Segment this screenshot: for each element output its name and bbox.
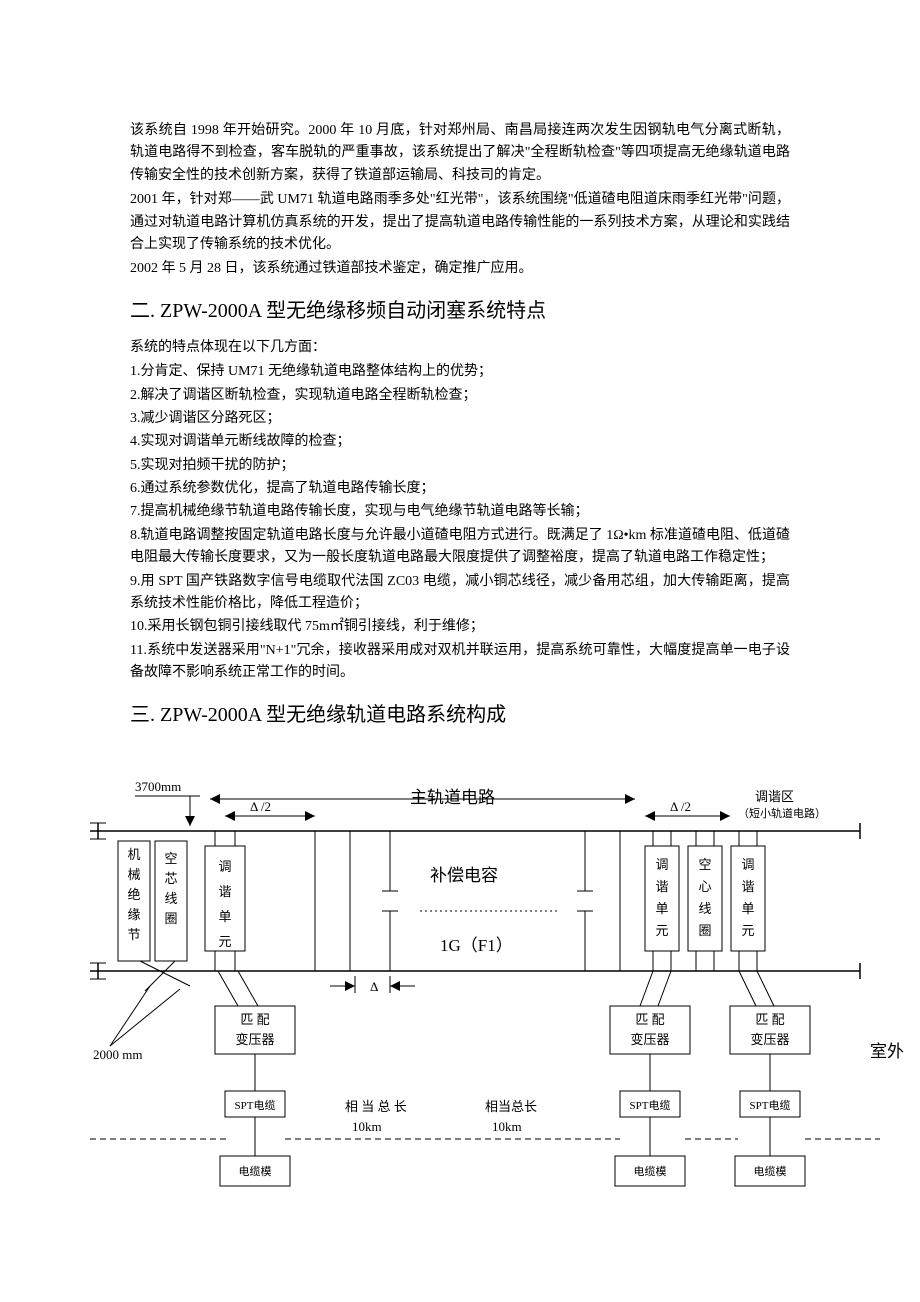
svg-text:谐: 谐 — [741, 879, 754, 894]
svg-text:匹 配: 匹 配 — [635, 1012, 664, 1027]
label-equiv-len-l: 相 当 总 长 — [345, 1099, 407, 1114]
label-3700: 3700mm — [135, 779, 181, 794]
svg-text:10km: 10km — [492, 1119, 522, 1134]
svg-text:缘: 缘 — [127, 907, 140, 922]
svg-text:芯: 芯 — [164, 871, 177, 886]
svg-text:械: 械 — [127, 867, 140, 882]
label-delta-half-r: Δ /2 — [670, 799, 691, 814]
feature-2: 2.解决了调谐区断轨检查，实现轨道电路全程断轨检查； — [130, 385, 790, 407]
feature-1: 1.分肯定、保持 UM71 无绝缘轨道电路整体结构上的优势； — [130, 361, 790, 383]
paragraph-1: 该系统自 1998 年开始研究。2000 年 10 月底，针对郑州局、南昌局接连… — [130, 120, 790, 187]
feature-11: 11.系统中发送器采用"N+1"冗余，接收器采用成对双机并联运用，提高系统可靠性… — [130, 640, 790, 685]
svg-text:空: 空 — [164, 851, 177, 866]
heading-section-3: 三. ZPW-2000A 型无绝缘轨道电路系统构成 — [130, 699, 790, 731]
label-delta-half-l: Δ /2 — [250, 799, 271, 814]
label-short-track: （短小轨道电路） — [738, 806, 826, 820]
feature-5: 5.实现对拍频干扰的防护； — [130, 455, 790, 477]
features-intro: 系统的特点体现在以下几方面： — [130, 337, 790, 359]
paragraph-2: 2001 年，针对郑——武 UM71 轨道电路雨季多处"红光带"，该系统围绕"低… — [130, 189, 790, 256]
svg-text:谐: 谐 — [655, 879, 668, 894]
feature-6: 6.通过系统参数优化，提高了轨道电路传输长度； — [130, 478, 790, 500]
svg-text:绝: 绝 — [127, 887, 140, 902]
svg-text:SPT电缆: SPT电缆 — [235, 1099, 276, 1112]
svg-text:电缆模: 电缆模 — [634, 1165, 667, 1178]
svg-text:圈: 圈 — [698, 923, 711, 938]
heading-section-2: 二. ZPW-2000A 型无绝缘移频自动闭塞系统特点 — [130, 295, 790, 327]
svg-text:单: 单 — [655, 901, 668, 916]
label-comp-cap: 补偿电容 — [430, 866, 498, 885]
svg-text:圈: 圈 — [164, 911, 177, 926]
svg-text:元: 元 — [218, 934, 231, 949]
svg-text:线: 线 — [164, 891, 177, 906]
label-outdoor: 室外 — [870, 1042, 904, 1061]
feature-3: 3.减少调谐区分路死区； — [130, 408, 790, 430]
label-2000: 2000 mm — [93, 1047, 142, 1062]
svg-text:变压器: 变压器 — [630, 1032, 669, 1047]
paragraph-3: 2002 年 5 月 28 日，该系统通过铁道部技术鉴定，确定推广应用。 — [130, 258, 790, 280]
feature-9: 9.用 SPT 国产铁路数字信号电缆取代法国 ZC03 电缆，减小铜芯线径，减少… — [130, 571, 790, 616]
svg-text:匹 配: 匹 配 — [755, 1012, 784, 1027]
svg-text:变压器: 变压器 — [235, 1032, 274, 1047]
svg-text:线: 线 — [698, 901, 711, 916]
label-tuning-zone: 调谐区 — [755, 789, 794, 804]
svg-text:机: 机 — [127, 847, 140, 862]
feature-8: 8.轨道电路调整按固定轨道电路长度与允许最小道碴电阻方式进行。既满足了 1Ω•k… — [130, 525, 790, 570]
svg-text:单: 单 — [741, 901, 754, 916]
svg-text:心: 心 — [698, 879, 711, 894]
svg-text:10km: 10km — [352, 1119, 382, 1134]
svg-text:调: 调 — [218, 859, 231, 874]
svg-text:单: 单 — [218, 909, 231, 924]
svg-text:元: 元 — [741, 923, 754, 938]
svg-text:变压器: 变压器 — [750, 1032, 789, 1047]
svg-text:节: 节 — [127, 927, 140, 942]
svg-text:调: 调 — [741, 857, 754, 872]
svg-text:元: 元 — [655, 923, 668, 938]
svg-text:SPT电缆: SPT电缆 — [750, 1099, 791, 1112]
feature-4: 4.实现对调谐单元断线故障的检查； — [130, 431, 790, 453]
feature-10: 10.采用长钢包铜引接线取代 75m㎡铜引接线，利于维修； — [130, 616, 790, 638]
svg-text:SPT电缆: SPT电缆 — [630, 1099, 671, 1112]
svg-text:电缆模: 电缆模 — [754, 1165, 787, 1178]
svg-text:调: 调 — [655, 857, 668, 872]
svg-text:电缆模: 电缆模 — [239, 1165, 272, 1178]
label-1g: 1G（F1） — [440, 936, 513, 955]
label-delta: Δ — [370, 979, 378, 994]
label-main-track: 主轨道电路 — [410, 788, 495, 807]
page-content: 该系统自 1998 年开始研究。2000 年 10 月底，针对郑州局、南昌局接连… — [130, 120, 790, 1261]
svg-text:空: 空 — [698, 857, 711, 872]
svg-text:匹 配: 匹 配 — [240, 1012, 269, 1027]
svg-text:谐: 谐 — [218, 884, 231, 899]
feature-7: 7.提高机械绝缘节轨道电路传输长度，实现与电气绝缘节轨道电路等长输； — [130, 501, 790, 523]
system-diagram: 3700mm 主轨道电路 Δ /2 调谐区 （短小轨道电路） Δ /2 — [90, 761, 830, 1261]
label-equiv-len-r: 相当总长 — [485, 1099, 537, 1114]
